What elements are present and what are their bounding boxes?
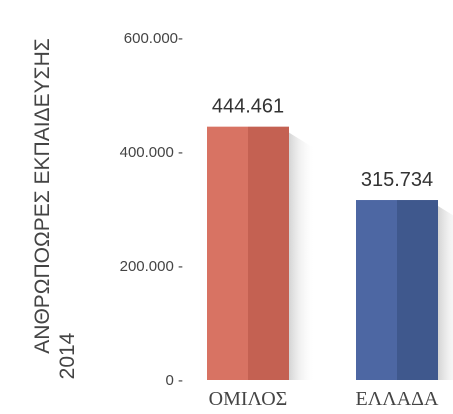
bar-front-face — [356, 200, 397, 380]
x-category-label: ΕΛΛΑΔΑ — [356, 388, 440, 410]
y-tick-label: 600.000- — [124, 30, 183, 47]
y-tick-label: 0 - — [165, 372, 183, 389]
bar-shadow — [438, 206, 453, 380]
x-category-label: ΟΜΙΛΟΣ — [209, 388, 288, 410]
bar-side-face — [397, 200, 438, 380]
bar — [356, 200, 453, 380]
bar-value-labels: 444.461 315.734 — [212, 96, 433, 191]
bar-front-face — [207, 126, 248, 380]
y-axis-title: ΑΝΘΡΩΠΟΩΡΕΣ ΕΚΠΑΙΔΕΥΣΗΣ 2014 — [31, 38, 79, 379]
y-axis-ticks: 0 - 200.000 - 400.000 - 600.000- — [120, 30, 183, 389]
y-tick-label: 200.000 - — [120, 258, 183, 275]
bar-side-face — [248, 126, 289, 380]
y-axis-label: ΑΝΘΡΩΠΟΩΡΕΣ ΕΚΠΑΙΔΕΥΣΗΣ — [31, 38, 54, 353]
y-axis-label-year: 2014 — [56, 332, 79, 379]
bar-shadow — [289, 132, 315, 380]
bars — [207, 126, 453, 380]
bar — [207, 126, 315, 380]
bar-value-label: 315.734 — [361, 169, 433, 191]
y-tick-label: 400.000 - — [120, 144, 183, 161]
bar-value-label: 444.461 — [212, 96, 284, 118]
x-axis-categories: ΟΜΙΛΟΣ ΕΛΛΑΔΑ — [209, 388, 439, 410]
